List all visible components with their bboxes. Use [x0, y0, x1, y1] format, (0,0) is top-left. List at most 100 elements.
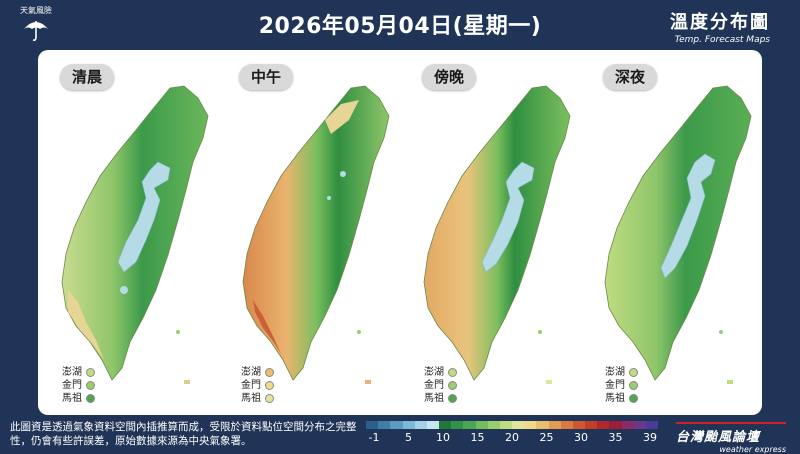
color-scale-label: 20: [505, 431, 519, 444]
map-label: 深夜: [603, 64, 658, 90]
map-evening: 傍晚 澎湖 金門 馬祖: [400, 50, 581, 415]
island-dot: [629, 394, 638, 403]
color-scale-label: 5: [405, 431, 412, 444]
color-scale-swatch: [402, 421, 415, 429]
color-scale-swatch: [633, 421, 646, 429]
map-title: 溫度分布圖 Temp. Forecast Maps: [670, 8, 770, 45]
color-scale-swatch: [585, 421, 598, 429]
color-scale-swatch: [645, 421, 659, 429]
island-row: 金門: [62, 379, 95, 392]
island-dot: [86, 368, 95, 377]
map-label: 清晨: [60, 64, 115, 90]
page-title: 2026年05月04日(星期一): [258, 14, 542, 39]
color-scale-swatch: [439, 421, 452, 429]
color-scale-swatch: [609, 421, 622, 429]
color-scale-swatch: [414, 421, 427, 429]
island-row: 馬祖: [241, 392, 274, 405]
island-name: 馬祖: [605, 393, 625, 404]
island-dot: [265, 394, 274, 403]
color-scale-swatch: [390, 421, 403, 429]
map-noon: 中午 澎湖 金門 馬祖: [219, 50, 400, 415]
brand: 台灣颱風論壇 weather express: [676, 420, 796, 454]
island-row: 澎湖: [605, 366, 638, 379]
color-scale-swatch: [426, 421, 440, 429]
color-scale-swatch: [560, 421, 573, 429]
color-scale-swatch: [487, 421, 500, 429]
maps-panel: 清晨 澎湖 金門 馬祖 中午: [38, 50, 762, 415]
color-scale-label: 15: [470, 431, 485, 444]
color-scale-swatch: [463, 421, 476, 429]
color-scale-label: 10: [436, 431, 450, 444]
color-scale-swatch: [536, 421, 549, 429]
island-name: 金門: [62, 380, 82, 391]
color-scale-swatch: [524, 421, 537, 429]
color-scale-swatch: [499, 421, 513, 429]
color-scale-label: -1: [368, 431, 380, 444]
logo-text: 天氣風險: [20, 6, 52, 15]
map-late-night: 深夜 澎湖 金門 馬祖: [581, 50, 762, 415]
island-row: 金門: [424, 379, 457, 392]
color-scale-label: 35: [608, 431, 623, 444]
island-row: 澎湖: [241, 366, 274, 379]
island-row: 金門: [605, 379, 638, 392]
island-name: 澎湖: [424, 367, 444, 378]
island-row: 金門: [241, 379, 274, 392]
map-title-zh: 溫度分布圖: [670, 12, 770, 33]
island-dot: [629, 381, 638, 390]
color-scale-swatch: [621, 421, 634, 429]
island-dot: [448, 381, 457, 390]
island-name: 馬祖: [62, 393, 82, 404]
color-scale-swatch: [597, 421, 610, 429]
island-dot: [86, 394, 95, 403]
brand-name: 台灣颱風論壇: [676, 430, 761, 445]
islands-legend: 澎湖 金門 馬祖: [605, 366, 638, 405]
color-scale-label: 30: [574, 431, 588, 444]
island-name: 馬祖: [241, 393, 261, 404]
islands-legend: 澎湖 金門 馬祖: [241, 366, 274, 405]
taiwan-map: [423, 85, 571, 384]
header: 天氣風險 2026年05月04日(星期一) 溫度分布圖 Temp. Foreca…: [0, 0, 800, 46]
taiwan-map: [61, 85, 209, 384]
island-name: 澎湖: [605, 367, 625, 378]
island-name: 金門: [241, 380, 261, 391]
disclaimer: 此圖資是透過氣象資料空間內插推算而成，受限於資料點位空間分布之完整性，仍會有些許…: [10, 421, 357, 447]
brand-bar: [676, 422, 786, 424]
color-scale: [366, 421, 659, 429]
logo: 天氣風險: [16, 6, 56, 44]
color-scale-swatch: [512, 421, 525, 429]
taiwan-map: [242, 85, 390, 384]
umbrella-icon: [24, 21, 48, 41]
island-dot: [448, 394, 457, 403]
island-name: 金門: [605, 380, 625, 391]
map-early-morning: 清晨 澎湖 金門 馬祖: [38, 50, 219, 415]
color-scale-label: 39: [643, 431, 657, 444]
color-scale-swatch: [475, 421, 488, 429]
island-row: 馬祖: [605, 392, 638, 405]
islands-legend: 澎湖 金門 馬祖: [424, 366, 457, 405]
color-scale-swatch: [572, 421, 586, 429]
island-row: 馬祖: [424, 392, 457, 405]
islands-legend: 澎湖 金門 馬祖: [62, 366, 95, 405]
island-row: 澎湖: [62, 366, 95, 379]
island-dot: [629, 368, 638, 377]
island-dot: [265, 381, 274, 390]
island-dot: [448, 368, 457, 377]
map-label: 中午: [239, 64, 294, 90]
island-dot: [86, 381, 95, 390]
color-scale-swatch: [548, 421, 561, 429]
island-name: 澎湖: [62, 367, 82, 378]
taiwan-map: [604, 85, 752, 384]
island-row: 澎湖: [424, 366, 457, 379]
island-row: 馬祖: [62, 392, 95, 405]
footer: 此圖資是透過氣象資料空間內插推算而成，受限於資料點位空間分布之完整性，仍會有些許…: [0, 415, 800, 454]
color-scale-label: 25: [539, 431, 554, 444]
color-scale-labels: -1 5 10 15 20 25 30 35 39: [366, 431, 658, 445]
island-name: 澎湖: [241, 367, 261, 378]
island-dot: [265, 368, 274, 377]
color-scale-swatch: [366, 421, 379, 429]
color-scale-swatch: [378, 421, 391, 429]
map-label: 傍晚: [422, 64, 477, 90]
island-name: 金門: [424, 380, 444, 391]
map-title-en: Temp. Forecast Maps: [674, 35, 770, 45]
island-name: 馬祖: [424, 393, 444, 404]
